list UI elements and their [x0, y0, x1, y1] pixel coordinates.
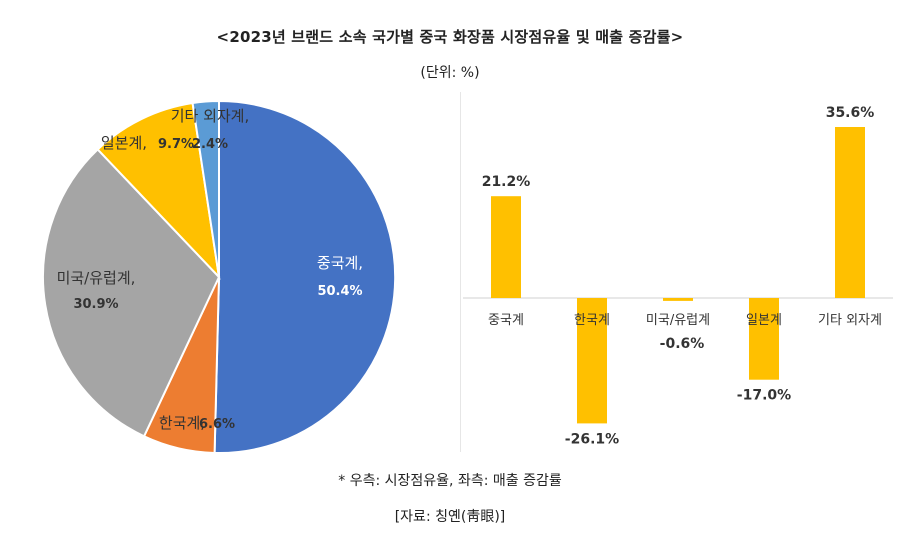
bar-value-label: -17.0% — [737, 388, 791, 404]
bar — [663, 298, 693, 301]
x-tick-label: 미국/유럽계 — [646, 313, 710, 328]
chart-title: <2023년 브랜드 소속 국가별 중국 화장품 시장점유율 및 매출 증감률> — [216, 28, 684, 46]
pie-slice-value: 2.4% — [192, 137, 228, 152]
panel-divider — [460, 92, 461, 452]
footnote: * 우측: 시장점유율, 좌측: 매출 증감률 — [338, 473, 562, 489]
pie-slice-label: 중국계, — [317, 254, 363, 272]
bar — [835, 127, 865, 298]
source-note: [자료: 칭옌(靑眼)] — [394, 509, 506, 525]
bar-chart: 중국계 21.2% 한국계 -26.1% 미국/유럽계 -0.6% 일본계 -17.0% 기타 … — [463, 105, 893, 447]
pie-chart: 중국계, 50.4% 한국계,6.6% 미국/유럽계, 30.9% 일본계, 9.7% 기타 … — [42, 99, 397, 454]
pie-slice-label: 기타 외자계, — [171, 107, 250, 125]
pie-slice — [213, 99, 397, 454]
pie-slice — [191, 99, 220, 278]
pie-slice-label: 미국/유럽계, — [57, 269, 136, 287]
pie-slice-value: 6.6% — [199, 417, 235, 432]
bar-value-label: 21.2% — [482, 174, 531, 190]
bar — [577, 298, 607, 424]
unit-label: (단위: %) — [420, 65, 480, 81]
bar — [491, 196, 521, 298]
bar-value-label: 35.6% — [826, 105, 875, 121]
bar-value-label: -0.6% — [660, 336, 705, 352]
bar — [749, 298, 779, 380]
x-tick-label: 일본계 — [746, 313, 782, 328]
pie-slice-value: 9.7% — [158, 137, 194, 152]
pie-slice-label: 한국계, — [159, 414, 205, 432]
pie-slice — [96, 101, 221, 280]
x-tick-label: 중국계 — [488, 313, 524, 328]
x-tick-label: 한국계 — [574, 313, 610, 328]
pie-slice-value: 50.4% — [317, 284, 362, 299]
x-tick-label: 기타 외자계 — [818, 313, 882, 328]
pie-slice-value: 30.9% — [73, 297, 118, 312]
pie-slice-label: 일본계, — [101, 134, 147, 152]
bar-value-label: -26.1% — [565, 431, 619, 447]
pie-slice — [42, 148, 221, 438]
